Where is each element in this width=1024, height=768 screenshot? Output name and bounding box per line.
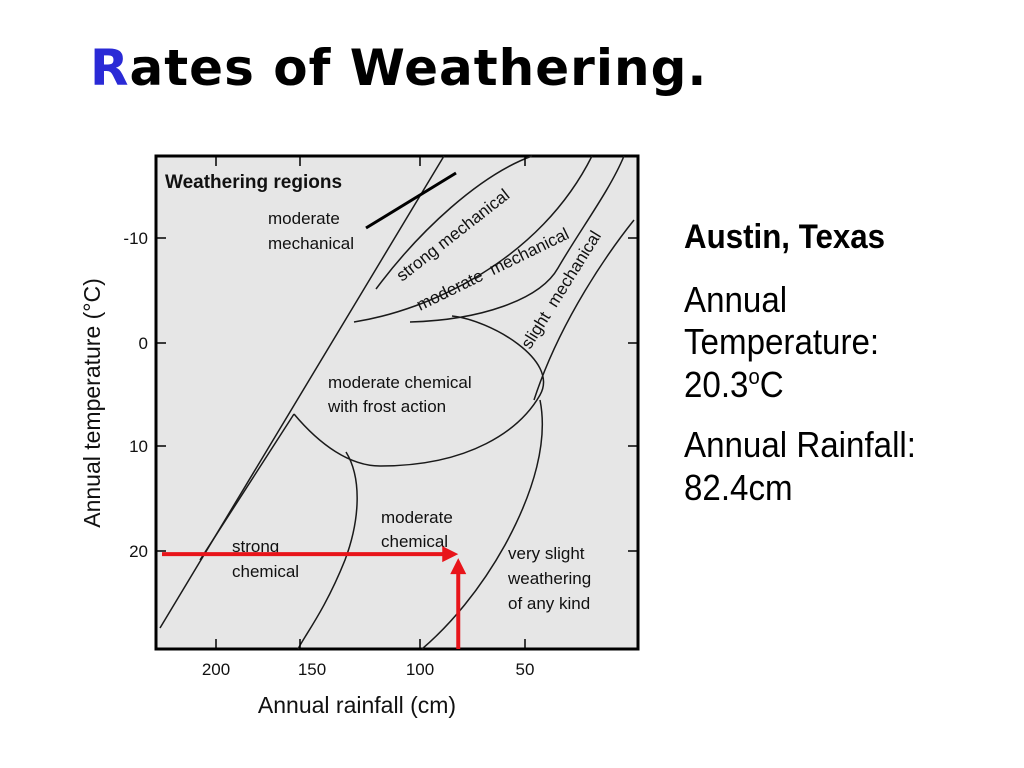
y-tick-label: 20	[129, 542, 148, 561]
label-moderate-mechanical-line2: mechanical	[268, 234, 354, 253]
temperature-value: 20.3	[684, 363, 749, 405]
slide-title-first-letter: R	[90, 39, 130, 97]
boundary-moderate-mechanical-top	[353, 155, 593, 323]
rainfall-info: Annual Rainfall: 82.4cm	[684, 424, 978, 509]
label-very-slight-line1: very slight	[508, 544, 585, 563]
rainfall-arrow-head	[450, 558, 467, 575]
label-strong-chemical-line2: chemical	[232, 562, 299, 581]
x-tick-label: 200	[202, 660, 230, 679]
temperature-arrow-head	[442, 546, 459, 563]
label-moderate-chemical-line1: moderate	[381, 508, 453, 527]
austin-marker	[162, 546, 467, 649]
slide-title: Rates of Weathering.	[90, 38, 707, 98]
temperature-unit: C	[759, 363, 784, 405]
rainfall-value: 82.4cm	[684, 466, 793, 508]
label-frost-line1: moderate chemical	[328, 373, 472, 392]
region-boundaries	[159, 155, 635, 650]
location-heading: Austin, Texas	[684, 218, 886, 256]
temperature-info: Annual Temperature: 20.3oC	[684, 279, 978, 406]
y-tick-label: 10	[129, 437, 148, 456]
x-tick-label: 50	[516, 660, 535, 679]
boundary-lower-diagonal	[199, 413, 295, 561]
location-info-panel: Austin, Texas Annual Temperature: 20.3oC…	[684, 218, 1004, 527]
y-tick-label: -10	[123, 229, 148, 248]
boundary-strong-chemical	[297, 451, 358, 650]
x-axis-ticks	[215, 156, 526, 649]
plot-background	[154, 154, 640, 651]
boundary-strong-mechanical-top	[375, 155, 533, 290]
label-very-slight-line3: of any kind	[508, 594, 590, 613]
temperature-degree: o	[748, 363, 760, 389]
x-tick-label: 150	[298, 660, 326, 679]
y-axis-ticks	[156, 237, 638, 552]
boundary-slight-mechanical-outer	[533, 219, 635, 401]
y-tick-label: 0	[139, 334, 148, 353]
rainfall-label: Annual Rainfall:	[684, 424, 916, 466]
label-moderate-mechanical-line1: moderate	[268, 209, 340, 228]
label-frost-line2: with frost action	[327, 397, 446, 416]
moderate-mechanical-pointer	[365, 171, 457, 230]
chart-title: Weathering regions	[165, 172, 342, 193]
label-very-slight-line2: weathering	[507, 569, 591, 588]
boundary-frost-action	[293, 315, 545, 467]
y-axis-label: Annual temperature (°C)	[79, 278, 105, 528]
label-moderate-chemical-line2: chemical	[381, 532, 448, 551]
x-axis-label: Annual rainfall (cm)	[258, 692, 456, 718]
x-tick-label: 100	[406, 660, 434, 679]
slide-title-rest: ates of Weathering.	[129, 39, 708, 97]
label-strong-chemical-line1: strong	[232, 537, 279, 556]
boundary-moderate-chemical	[421, 399, 543, 650]
boundary-slight-mechanical-top	[409, 155, 625, 323]
temperature-label: Annual Temperature:	[684, 279, 880, 363]
